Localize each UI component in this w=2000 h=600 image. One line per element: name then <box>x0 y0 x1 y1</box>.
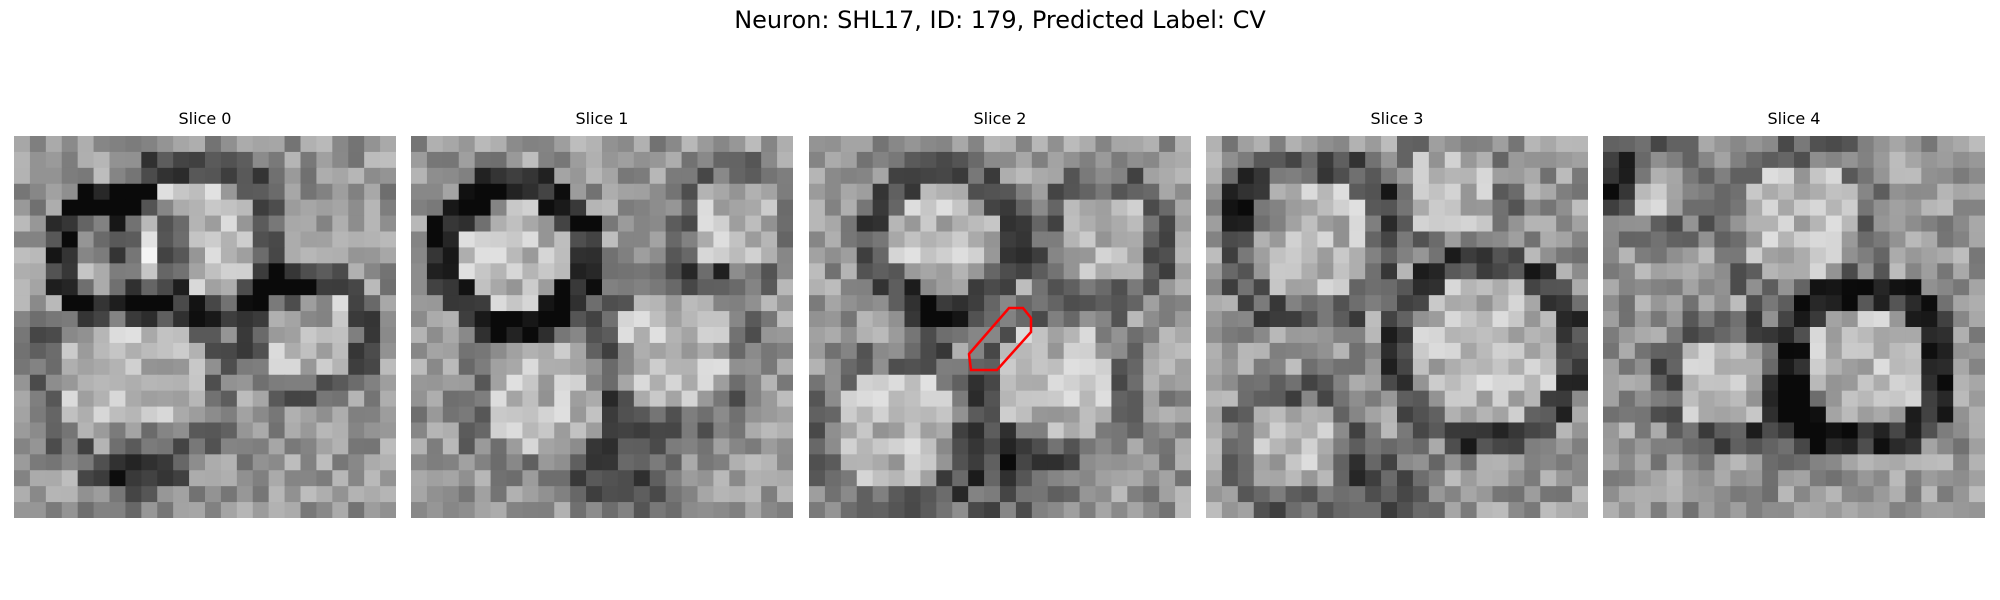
slice-image <box>1603 136 1985 518</box>
slice-image <box>411 136 793 518</box>
slice-image <box>809 136 1191 518</box>
figure-title: Neuron: SHL17, ID: 179, Predicted Label:… <box>734 6 1266 34</box>
slice-image <box>1206 136 1588 518</box>
slice-title: Slice 4 <box>1767 109 1821 128</box>
slice-panel-2: Slice 2 <box>809 108 1191 518</box>
slice-panel-4: Slice 4 <box>1603 108 1985 518</box>
slice-panel-3: Slice 3 <box>1206 108 1588 518</box>
slice-panel-1: Slice 1 <box>411 108 793 518</box>
predicted-contour <box>967 306 1033 372</box>
slice-title: Slice 0 <box>178 109 232 128</box>
slice-title: Slice 3 <box>1370 109 1424 128</box>
slice-image <box>14 136 396 518</box>
slice-title: Slice 2 <box>973 109 1027 128</box>
slice-panel-0: Slice 0 <box>14 108 396 518</box>
slice-title: Slice 1 <box>575 109 629 128</box>
